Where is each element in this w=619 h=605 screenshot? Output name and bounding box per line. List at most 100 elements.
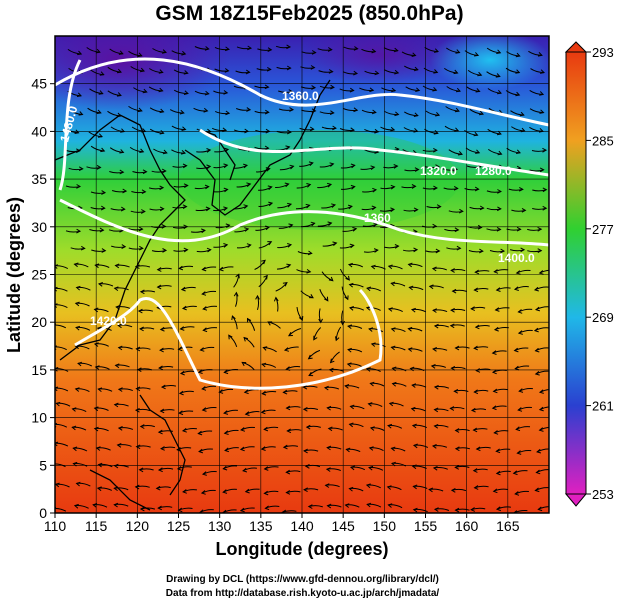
streamline-arrowhead — [472, 427, 478, 433]
grid-lines — [55, 36, 549, 513]
streamline-arrowhead — [453, 166, 459, 172]
streamline-arrowhead — [113, 463, 119, 469]
streamline-arrowhead — [261, 259, 266, 265]
streamline — [551, 47, 565, 50]
streamline-arrowhead — [500, 248, 506, 254]
streamline-arrowhead — [265, 225, 271, 231]
streamline-arrowhead — [311, 50, 317, 55]
streamline-arrowhead — [308, 294, 314, 299]
streamline-arrowhead — [332, 241, 338, 246]
streamline-arrowhead — [432, 308, 437, 313]
streamline-arrowhead — [349, 243, 355, 249]
streamline-arrowhead — [432, 465, 438, 471]
streamline-arrowhead — [282, 389, 288, 395]
streamline — [55, 287, 68, 292]
streamline-arrowhead — [139, 67, 145, 73]
streamline-arrowhead — [433, 407, 439, 413]
contour-label: 1360.0 — [282, 89, 319, 103]
streamline-arrowhead — [329, 162, 335, 167]
streamline-arrowhead — [390, 184, 396, 190]
streamline-arrowhead — [134, 484, 140, 490]
streamline-arrowhead — [539, 167, 545, 173]
streamline-arrowhead — [457, 150, 463, 156]
streamline-arrowhead — [159, 326, 165, 332]
streamline-arrowhead — [97, 133, 103, 138]
streamline-arrowhead — [324, 483, 330, 488]
streamline-arrowhead — [453, 388, 459, 394]
streamline-arrowhead — [286, 44, 292, 50]
streamline — [55, 346, 67, 351]
streamline-arrowhead — [222, 127, 228, 133]
x-tick-label: 125 — [167, 518, 191, 534]
streamline-arrowhead — [411, 52, 417, 57]
streamline-arrowhead — [113, 286, 119, 292]
streamline-arrowhead — [371, 109, 377, 115]
streamline-arrowhead — [203, 107, 209, 113]
streamline-arrowhead — [519, 111, 525, 117]
streamline-arrowhead — [178, 390, 184, 396]
streamline-arrowhead — [96, 164, 102, 170]
streamline-arrowhead — [325, 467, 331, 472]
colorbar-scale — [565, 51, 587, 495]
streamline-arrowhead — [76, 184, 82, 189]
streamline-arrowhead — [55, 264, 59, 269]
streamline-arrowhead — [538, 128, 544, 133]
streamline-arrowhead — [433, 130, 439, 135]
streamline-arrowhead — [326, 182, 333, 188]
streamline-arrowhead — [497, 150, 503, 156]
streamline-arrowhead — [455, 87, 461, 93]
streamline-arrowhead — [473, 345, 479, 351]
streamline-arrowhead — [116, 68, 122, 74]
streamline-arrowhead — [433, 323, 439, 329]
streamline-arrowhead — [328, 367, 334, 373]
y-tick-label: 10 — [31, 410, 47, 426]
streamline-arrowhead — [327, 221, 333, 226]
streamline — [548, 71, 549, 73]
y-tick-label: 0 — [39, 505, 47, 521]
streamline-arrowhead — [117, 345, 123, 351]
streamline-arrowhead — [353, 107, 359, 113]
streamline-arrowhead — [495, 470, 501, 476]
contour-label: 1280.0 — [475, 164, 512, 178]
streamline-arrowhead — [435, 164, 440, 170]
streamline-arrowhead — [223, 430, 229, 435]
streamline-arrowhead — [201, 266, 207, 272]
streamline-arrowhead — [94, 365, 100, 370]
streamline-arrowhead — [542, 187, 548, 193]
streamline-arrowhead — [307, 250, 313, 256]
x-axis-title: Longitude (degrees) — [215, 539, 388, 559]
streamline-arrowhead — [159, 129, 165, 135]
streamline-arrowhead — [180, 150, 187, 155]
streamline-arrowhead — [411, 184, 417, 189]
streamline-arrowhead — [180, 286, 186, 292]
streamline-arrowhead — [492, 488, 498, 494]
streamline-arrowhead — [117, 323, 123, 329]
streamline-arrowhead — [288, 331, 293, 337]
streamline-arrowhead — [135, 346, 141, 352]
x-tick-label: 115 — [85, 518, 108, 534]
streamline-arrowhead — [477, 71, 483, 77]
streamline-arrowhead — [305, 424, 311, 430]
streamline-arrowhead — [537, 52, 543, 57]
streamline-arrowhead — [473, 485, 479, 490]
streamline-arrowhead — [517, 309, 523, 314]
streamline-arrowhead — [201, 407, 207, 412]
streamline-arrowhead — [286, 202, 293, 208]
streamline-arrowhead — [391, 366, 397, 372]
streamline-arrowhead — [289, 164, 295, 170]
contour-1320 — [199, 128, 549, 177]
streamline-arrowhead — [415, 87, 421, 92]
streamline-arrowhead — [261, 390, 267, 396]
streamline-arrowhead — [225, 223, 231, 228]
streamline-arrowhead — [197, 430, 203, 436]
streamline-arrowhead — [435, 248, 441, 254]
streamline-arrowhead — [116, 92, 122, 97]
streamline-arrowhead — [80, 245, 86, 251]
streamline — [551, 149, 565, 152]
streamline-arrowhead — [95, 446, 101, 451]
streamline-arrowhead — [534, 487, 540, 493]
streamline-arrowhead — [231, 315, 236, 321]
streamline-arrowhead — [430, 363, 436, 369]
streamline-arrowhead — [365, 483, 371, 489]
streamline — [550, 92, 564, 95]
